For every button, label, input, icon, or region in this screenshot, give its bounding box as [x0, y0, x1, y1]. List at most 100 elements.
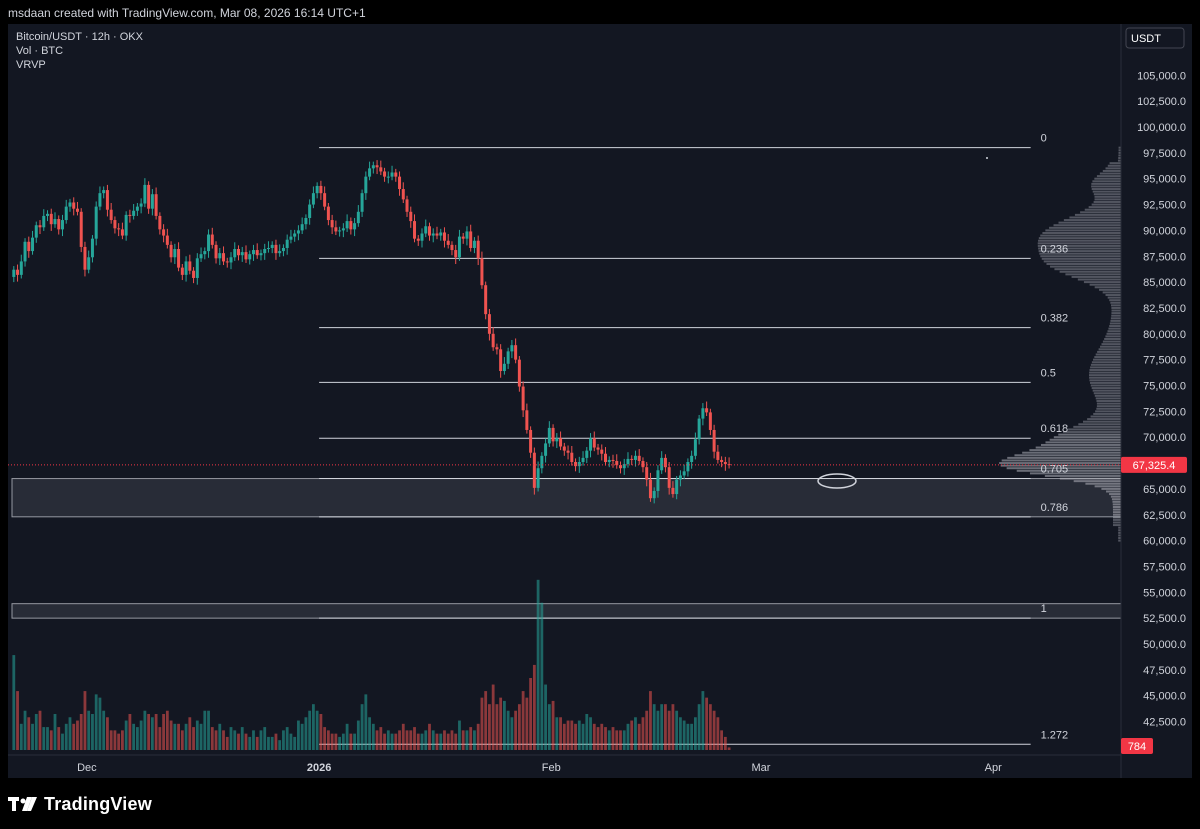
volume-bar — [203, 710, 207, 750]
volume-bar — [409, 730, 413, 750]
volume-bar — [289, 733, 293, 750]
candle — [716, 444, 720, 464]
price-tick: 90,000.0 — [1143, 225, 1186, 237]
volume-bar — [708, 704, 712, 750]
candle — [87, 250, 91, 274]
chart-frame[interactable] — [8, 24, 1192, 778]
profile-bar — [1041, 257, 1121, 260]
volume-bar — [315, 710, 319, 750]
candle — [622, 458, 626, 475]
volume-bar — [488, 704, 491, 750]
time-tick: Mar — [752, 762, 771, 774]
volume-bar — [394, 733, 398, 750]
candle — [218, 247, 222, 266]
volume-bar — [379, 727, 383, 750]
volume-bar — [57, 727, 61, 750]
time-tick: Feb — [542, 762, 561, 774]
volume-bar — [454, 733, 458, 750]
profile-bar — [1112, 505, 1121, 508]
candle — [615, 454, 619, 469]
profile-bar — [1098, 348, 1121, 351]
profile-bar — [1099, 288, 1121, 291]
candle — [12, 266, 16, 283]
time-tick: 2026 — [307, 762, 331, 774]
volume-bar — [443, 730, 446, 750]
profile-bar — [1038, 247, 1121, 250]
fib-label-0.786: 0.786 — [1041, 502, 1069, 514]
profile-bar — [1118, 537, 1121, 540]
profile-bar — [1006, 467, 1121, 470]
profile-bar — [1007, 456, 1121, 459]
profile-bar — [1091, 387, 1121, 390]
volume-bar — [162, 714, 165, 750]
candle — [356, 205, 360, 227]
volume-bar — [165, 710, 169, 750]
volume-bar — [49, 730, 53, 750]
volume-bar — [723, 736, 727, 750]
candle — [188, 254, 192, 275]
candle — [143, 178, 147, 208]
candle — [570, 445, 574, 466]
volume-bar — [229, 727, 233, 750]
candle — [315, 182, 319, 199]
volume-bar — [270, 736, 274, 750]
candle — [289, 229, 293, 244]
profile-bar — [1118, 146, 1121, 149]
fib-label-0.705: 0.705 — [1041, 464, 1069, 476]
candle — [660, 451, 664, 474]
profile-bar — [1089, 283, 1121, 286]
profile-bar — [1071, 275, 1121, 278]
profile-bar — [1090, 366, 1121, 369]
volume-bar — [398, 730, 401, 750]
price-tick: 85,000.0 — [1143, 277, 1186, 289]
candle — [480, 251, 484, 289]
volume-bar — [222, 730, 225, 750]
profile-bar — [1058, 433, 1121, 436]
candle — [203, 247, 207, 260]
zone-0 — [11, 478, 1122, 518]
profile-bar — [1093, 412, 1121, 415]
candle — [360, 189, 364, 217]
candle — [368, 161, 372, 181]
volume-bar — [401, 723, 405, 750]
volume-bar — [79, 714, 83, 750]
profile-bar — [1095, 353, 1121, 356]
profile-bar — [1037, 244, 1121, 247]
volume-bar — [72, 723, 76, 750]
volume-bar — [199, 723, 203, 750]
volume-bar — [600, 723, 604, 750]
candle — [604, 447, 608, 466]
profile-bar — [1063, 219, 1121, 222]
volume-bar — [113, 730, 117, 750]
profile-bar — [1090, 384, 1121, 387]
volume-bar — [502, 700, 506, 750]
volume-bar — [416, 733, 420, 750]
profile-bar — [1110, 304, 1121, 307]
volume-bar — [424, 730, 428, 750]
profile-bar — [1093, 200, 1121, 203]
profile-bar — [1118, 531, 1121, 534]
volume-bar — [660, 704, 664, 750]
candle — [652, 487, 656, 504]
profile-bar — [1118, 534, 1121, 537]
volume-bar — [248, 736, 252, 750]
candle — [517, 356, 521, 392]
price-tick: 75,000.0 — [1143, 381, 1186, 393]
volume-bar — [132, 723, 136, 750]
profile-bar — [1074, 213, 1121, 216]
candle — [405, 195, 409, 217]
candle — [401, 182, 405, 203]
candle — [98, 186, 102, 211]
candle — [38, 220, 42, 235]
candle — [79, 208, 83, 253]
candle — [446, 234, 450, 249]
volume-bar — [386, 730, 390, 750]
volume-bar — [480, 697, 484, 750]
volume-bar — [675, 710, 679, 750]
candle — [720, 456, 724, 468]
price-tick: 80,000.0 — [1143, 329, 1186, 341]
profile-bar — [1110, 317, 1121, 320]
candle — [465, 226, 469, 246]
candle — [506, 347, 510, 369]
